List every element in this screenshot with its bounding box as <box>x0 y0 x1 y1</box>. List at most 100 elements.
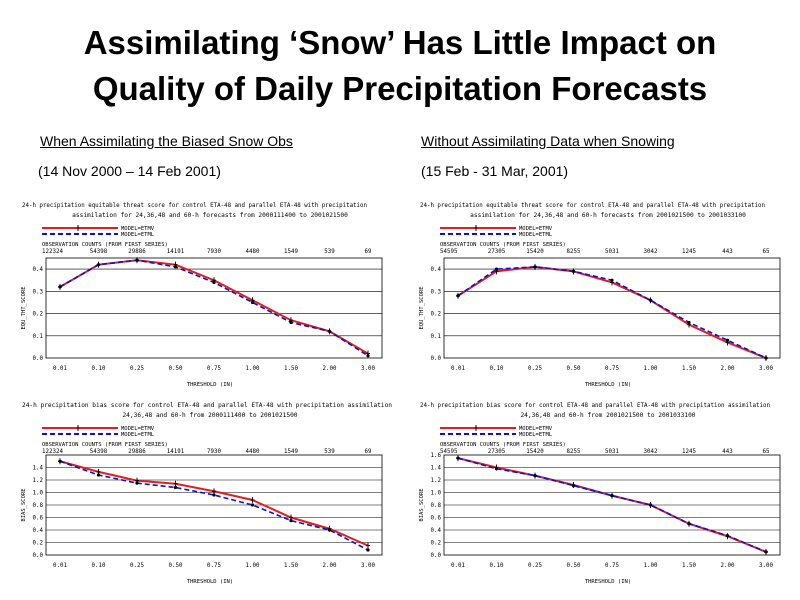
x-tick-label: 0.25 <box>528 366 542 372</box>
x-tick-label: 0.01 <box>451 366 465 372</box>
y-tick-label: 0.0 <box>33 553 44 559</box>
obs-count: 122324 <box>42 449 63 455</box>
chart-subtitle: 24,36,48 and 60-h from 2000111400 to 200… <box>122 412 297 419</box>
y-tick-label: 0.0 <box>33 356 44 362</box>
series-line-etml <box>457 457 767 553</box>
obs-count: 29886 <box>128 249 146 255</box>
data-point-etmv <box>212 488 216 495</box>
x-tick-label: 0.50 <box>169 563 183 569</box>
x-tick-label: 0.01 <box>53 366 67 372</box>
data-point-etml <box>571 269 576 273</box>
y-tick-label: 0.4 <box>33 528 44 534</box>
data-point-etml <box>289 320 293 325</box>
obs-count: 65 <box>763 449 770 455</box>
series-line-etml <box>59 460 369 551</box>
y-tick-label: 1.2 <box>431 478 441 484</box>
obs-count: 5031 <box>605 249 619 255</box>
x-tick-label: 2.00 <box>721 366 735 372</box>
y-tick-label: 0.6 <box>431 516 442 522</box>
chart-subtitle: assimilation for 24,36,48 and 60-h forec… <box>72 212 348 219</box>
x-tick-label: 0.50 <box>567 366 581 372</box>
x-tick-label: 0.25 <box>130 563 144 569</box>
legend-label: MODEL=ETMV <box>519 426 553 432</box>
obs-count: 8255 <box>567 449 581 455</box>
x-axis-label: THRESHOLD (IN) <box>187 579 233 585</box>
data-point-etml <box>135 481 139 485</box>
x-tick-label: 0.25 <box>528 563 542 569</box>
obs-count: 15420 <box>526 449 544 455</box>
y-tick-label: 0.8 <box>431 503 442 509</box>
x-tick-label: 3.00 <box>361 366 375 372</box>
obs-count: 54595 <box>440 449 458 455</box>
obs-count: 69 <box>365 449 372 455</box>
left-column-heading: When Assimilating the Biased Snow Obs <box>40 133 293 149</box>
data-point-etml <box>366 354 370 358</box>
legend-label: MODEL=ETML <box>519 432 553 438</box>
obs-count: 54398 <box>90 249 108 255</box>
y-tick-label: 0.8 <box>33 503 44 509</box>
chart-title: 24-h precipitation equitable threat scor… <box>22 202 367 209</box>
obs-counts-label: OBSERVATION COUNTS (FROM FIRST SERIES) <box>42 242 168 248</box>
x-tick-label: 0.10 <box>490 366 504 372</box>
y-tick-label: 1.6 <box>431 453 442 459</box>
y-axis-label: BIAS_SCORE <box>419 488 425 521</box>
x-tick-label: 3.00 <box>759 563 773 569</box>
obs-count: 8255 <box>567 249 581 255</box>
x-tick-label: 0.50 <box>567 563 581 569</box>
slide-title-line-2: Quality of Daily Precipitation Forecasts <box>92 70 708 107</box>
obs-counts-label: OBSERVATION COUNTS (FROM FIRST SERIES) <box>440 442 566 448</box>
y-axis-label: EQU_THT_SCORE <box>419 286 425 329</box>
obs-count: 443 <box>722 449 733 455</box>
right-column-period: (15 Feb - 31 Mar, 2001) <box>421 163 569 179</box>
y-tick-label: 0.3 <box>431 289 442 295</box>
y-tick-label: 0.0 <box>431 356 442 362</box>
y-tick-label: 0.2 <box>431 541 441 547</box>
data-point-etml <box>212 280 216 285</box>
x-tick-label: 0.10 <box>92 366 106 372</box>
x-tick-label: 0.75 <box>605 563 619 569</box>
y-tick-label: 0.2 <box>33 541 43 547</box>
data-point-etmv <box>366 542 370 549</box>
y-tick-label: 0.4 <box>431 267 442 273</box>
obs-count: 3042 <box>644 249 658 255</box>
obs-count: 54595 <box>440 249 458 255</box>
right-column-heading: Without Assimilating Data when Snowing <box>421 133 675 149</box>
obs-count: 1549 <box>284 249 298 255</box>
x-tick-label: 0.10 <box>92 563 106 569</box>
y-tick-label: 0.4 <box>431 528 442 534</box>
obs-count: 539 <box>324 249 335 255</box>
y-tick-label: 0.0 <box>431 553 442 559</box>
y-tick-label: 1.4 <box>33 466 44 472</box>
obs-count: 7930 <box>207 249 221 255</box>
data-point-etml <box>725 338 730 342</box>
y-tick-label: 0.2 <box>431 312 441 318</box>
bias-chart-right: 24-h precipitation bias score for contro… <box>419 402 781 585</box>
legend-label: MODEL=ETMV <box>121 226 155 232</box>
x-tick-label: 2.00 <box>721 563 735 569</box>
obs-count: 14191 <box>167 249 185 255</box>
x-axis-label: THRESHOLD (IN) <box>187 382 233 388</box>
obs-count: 14191 <box>167 449 185 455</box>
data-point-etmv <box>173 480 178 487</box>
data-point-etmv <box>250 497 255 503</box>
obs-count: 1549 <box>284 449 298 455</box>
data-point-etml <box>173 265 178 269</box>
obs-count: 443 <box>722 249 733 255</box>
obs-count: 54398 <box>90 449 108 455</box>
obs-counts-label: OBSERVATION COUNTS (FROM FIRST SERIES) <box>42 442 168 448</box>
data-point-etml <box>648 503 653 507</box>
y-tick-label: 1.4 <box>431 466 442 472</box>
data-point-etml <box>494 267 499 271</box>
y-axis-label: EQU_THT_SCORE <box>21 286 27 329</box>
x-tick-label: 3.00 <box>759 366 773 372</box>
legend-label: MODEL=ETMV <box>519 226 553 232</box>
data-point-etml <box>96 263 101 267</box>
data-point-etml <box>173 485 178 490</box>
obs-counts-label: OBSERVATION COUNTS (FROM FIRST SERIES) <box>440 242 566 248</box>
data-point-etml <box>289 519 293 523</box>
y-tick-label: 1.0 <box>33 491 44 497</box>
x-tick-label: 1.50 <box>284 366 298 372</box>
